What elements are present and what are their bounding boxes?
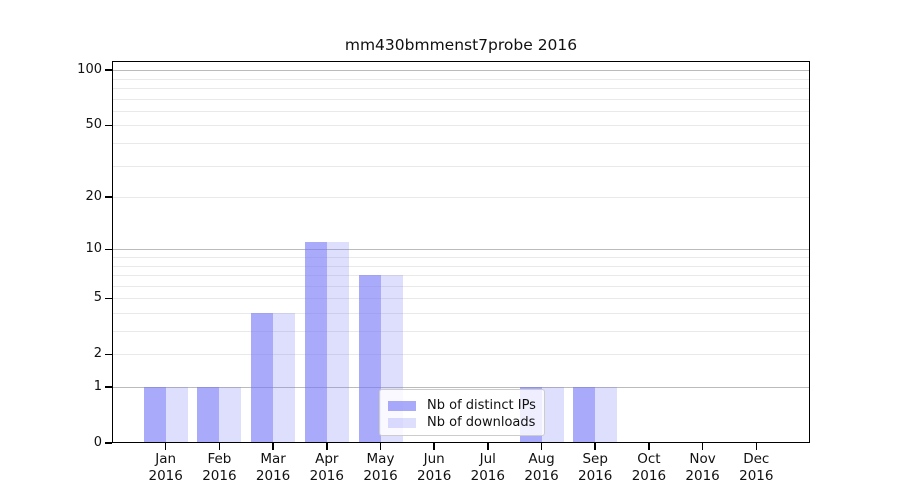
- x-tick-label-mar: Mar 2016: [255, 451, 291, 484]
- x-tick-label-jun: Jun 2016: [417, 451, 452, 484]
- x-tick-label-feb: Feb 2016: [202, 451, 237, 484]
- gridline-major-50: [112, 125, 810, 127]
- x-tick-nov: [701, 443, 704, 450]
- x-tick-label-jan: Jan 2016: [148, 451, 183, 484]
- bar-may-distinct-ips: [358, 275, 381, 443]
- bar-aug-downloads: [541, 387, 564, 443]
- bar-mar-distinct-ips: [251, 313, 274, 443]
- legend-item-distinct-ips: Nb of distinct IPs: [388, 397, 536, 414]
- x-tick-dec: [755, 443, 758, 450]
- gridline-minor-8: [112, 265, 810, 267]
- x-tick-jun: [433, 443, 435, 450]
- y-tick-label-5: 5: [93, 290, 102, 306]
- gridline-minor-3: [112, 331, 810, 332]
- y-tick-100: [105, 69, 112, 71]
- x-tick-jan: [164, 443, 167, 450]
- gridline-minor-9: [112, 257, 810, 258]
- gridline-minor-60: [112, 110, 810, 112]
- x-tick-label-oct: Oct 2016: [631, 451, 667, 484]
- bar-apr-distinct-ips: [304, 242, 327, 443]
- gridline-major-1: [112, 387, 810, 388]
- x-tick-may: [379, 443, 382, 450]
- y-tick-0: [105, 442, 112, 444]
- y-tick-1: [105, 386, 112, 388]
- bar-mar-downloads: [273, 313, 296, 443]
- legend-box: Nb of distinct IPs Nb of downloads: [379, 389, 545, 436]
- gridline-minor-30: [112, 165, 810, 167]
- y-tick-label-20: 20: [85, 189, 102, 205]
- x-tick-feb: [218, 443, 221, 450]
- bar-feb-distinct-ips: [197, 387, 220, 443]
- gridline-minor-4: [112, 313, 810, 314]
- x-tick-mar: [272, 443, 274, 450]
- bar-apr-downloads: [326, 242, 349, 443]
- gridline-major-2: [112, 354, 810, 356]
- legend-label-distinct-ips: Nb of distinct IPs: [427, 398, 536, 413]
- x-tick-label-sep: Sep 2016: [578, 451, 613, 484]
- gridline-major-5: [112, 298, 810, 300]
- y-tick-10: [105, 248, 112, 251]
- y-tick-50: [105, 124, 112, 127]
- gridline-minor-7: [112, 275, 810, 276]
- x-tick-label-nov: Nov 2016: [685, 451, 720, 484]
- x-tick-label-dec: Dec 2016: [739, 451, 774, 484]
- x-tick-jul: [487, 443, 489, 450]
- gridline-minor-6: [112, 285, 810, 287]
- x-tick-sep: [594, 443, 596, 450]
- y-tick-label-50: 50: [85, 117, 102, 133]
- legend-label-downloads: Nb of downloads: [427, 415, 536, 430]
- legend-item-downloads: Nb of downloads: [388, 414, 536, 431]
- x-tick-aug: [540, 443, 543, 450]
- bar-jan-downloads: [165, 387, 188, 443]
- gridline-major-20: [112, 197, 810, 199]
- x-tick-label-aug: Aug 2016: [524, 451, 559, 484]
- x-tick-label-may: May 2016: [363, 451, 398, 484]
- y-tick-label-10: 10: [85, 241, 102, 257]
- x-tick-oct: [648, 443, 650, 450]
- gridline-minor-40: [112, 143, 810, 144]
- gridline-minor-70: [112, 98, 810, 100]
- bar-feb-downloads: [219, 387, 242, 443]
- y-tick-label-100: 100: [77, 62, 102, 78]
- y-tick-label-2: 2: [93, 346, 102, 362]
- y-tick-5: [105, 297, 112, 300]
- gridline-major-10: [112, 249, 810, 251]
- y-tick-label-1: 1: [93, 379, 102, 394]
- y-tick-2: [105, 353, 112, 356]
- chart-title: mm430bmmenst7probe 2016: [344, 36, 578, 54]
- gridline-minor-80: [112, 88, 810, 89]
- x-tick-label-jul: Jul 2016: [470, 451, 505, 484]
- legend-swatch-distinct-ips: [388, 400, 416, 411]
- gridline-major-100: [112, 70, 810, 72]
- bar-sep-distinct-ips: [573, 387, 596, 443]
- axes-frame: [112, 61, 810, 443]
- bar-jan-distinct-ips: [143, 387, 166, 443]
- gridline-minor-90: [112, 78, 810, 80]
- legend-swatch-downloads: [388, 417, 416, 428]
- y-tick-label-0: 0: [93, 435, 102, 450]
- plot-area: Nb of distinct IPs Nb of downloads: [112, 61, 810, 443]
- bar-sep-downloads: [595, 387, 618, 443]
- x-tick-label-apr: Apr 2016: [309, 451, 344, 484]
- x-tick-apr: [326, 443, 328, 450]
- y-tick-20: [105, 196, 112, 198]
